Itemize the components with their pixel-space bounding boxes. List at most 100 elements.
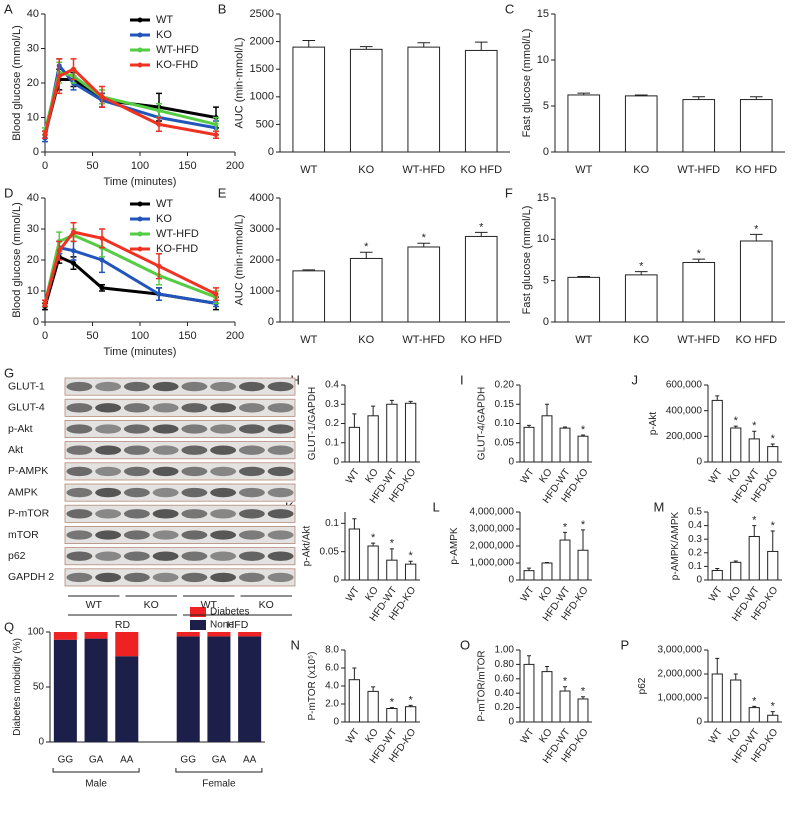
y-tick-label: 0 xyxy=(333,457,339,468)
blot-band xyxy=(66,381,93,392)
x-tick-label: WT xyxy=(344,467,362,486)
error-bar xyxy=(389,399,394,405)
blot-band xyxy=(181,551,208,561)
bar xyxy=(559,690,571,723)
blot-band xyxy=(210,487,237,498)
bar-segment xyxy=(207,636,231,742)
x-tick-label: KO xyxy=(358,334,374,346)
bar-segment xyxy=(84,638,108,742)
x-tick-label: GG xyxy=(58,755,74,766)
legend-marker xyxy=(137,231,143,237)
blot-band xyxy=(238,381,265,392)
bar xyxy=(349,257,383,323)
blot-row-label: p62 xyxy=(8,550,26,562)
error-bar xyxy=(527,424,531,428)
legend-marker xyxy=(137,32,143,38)
blot-band xyxy=(210,551,237,561)
point xyxy=(56,73,62,79)
error-bar xyxy=(715,395,720,401)
significance-mark: * xyxy=(752,695,757,707)
bar xyxy=(367,690,379,723)
error-bar xyxy=(389,548,394,561)
y-tick-label: 500 xyxy=(256,118,274,130)
y-tick-label: 0.60 xyxy=(495,673,515,684)
bar xyxy=(367,545,379,581)
bar xyxy=(711,569,723,581)
blot-band xyxy=(152,551,179,561)
bar xyxy=(559,539,571,581)
error-bar xyxy=(474,41,488,51)
error-bar xyxy=(770,711,775,716)
bar xyxy=(711,399,723,463)
panel-label: O xyxy=(460,637,470,652)
panel-label: Q xyxy=(4,619,14,634)
y-axis-label: P-mTOR (x10⁵) xyxy=(307,652,318,721)
y-tick-label: 2,000,000 xyxy=(658,669,703,680)
bar xyxy=(748,438,760,463)
y-tick-label: 0.10 xyxy=(495,418,515,429)
y-tick-label: 5 xyxy=(543,100,549,112)
blot-band xyxy=(238,572,265,583)
y-tick-label: 4,000,000 xyxy=(470,507,515,518)
blot-band xyxy=(181,530,208,540)
blot-band xyxy=(238,424,265,434)
blot-band xyxy=(210,424,237,434)
error-bar xyxy=(581,696,585,699)
x-tick-label: WT xyxy=(519,585,537,604)
y-tick-label: 15 xyxy=(537,192,549,204)
bar xyxy=(577,549,589,581)
bar xyxy=(348,679,361,723)
bar xyxy=(730,679,742,723)
significance-mark: * xyxy=(752,515,757,527)
error-bar xyxy=(749,233,763,241)
error-bar xyxy=(563,426,567,429)
bar xyxy=(624,95,658,153)
error-bar xyxy=(352,413,357,428)
error-bar xyxy=(371,542,376,546)
bar xyxy=(367,415,379,463)
legend-marker xyxy=(137,17,143,23)
legend-marker xyxy=(137,201,143,207)
blot-band xyxy=(181,466,208,477)
blot-band xyxy=(152,487,179,498)
blot-band xyxy=(210,530,237,540)
bar xyxy=(577,698,589,723)
error-bar xyxy=(752,525,757,537)
x-axis-label: Time (minutes) xyxy=(104,346,177,358)
error-bar xyxy=(577,92,591,95)
error-bar xyxy=(408,704,413,707)
y-axis-label: p62 xyxy=(637,677,648,694)
series-line xyxy=(43,245,217,305)
x-tick-label: WT xyxy=(575,334,592,346)
bar xyxy=(523,426,535,463)
blot-row-label: p-Akt xyxy=(8,423,33,435)
y-axis-label: Blood glucose (mmol/L) xyxy=(11,25,23,141)
series-line xyxy=(43,67,217,137)
blot-band xyxy=(210,403,237,413)
blot-band xyxy=(66,424,93,434)
legend-label: WT xyxy=(156,198,173,210)
y-tick-label: 0 xyxy=(33,316,39,328)
blot-band xyxy=(152,445,179,455)
error-bar xyxy=(715,657,720,674)
error-bar xyxy=(715,567,720,571)
point xyxy=(99,94,105,100)
bar xyxy=(404,402,417,463)
x-tick-label: WT xyxy=(707,585,725,604)
blot-band xyxy=(267,551,294,561)
legend-swatch xyxy=(190,620,206,630)
group-label: Male xyxy=(85,779,107,790)
y-tick-label: 0.1 xyxy=(688,561,702,572)
blot-band xyxy=(210,572,237,583)
y-tick-label: 0.5 xyxy=(688,507,702,518)
bar-segment xyxy=(238,632,262,637)
y-tick-label: 0.3 xyxy=(688,534,702,545)
y-tick-label: 1.00 xyxy=(495,645,515,656)
panel-label: I xyxy=(460,372,464,387)
significance-mark: * xyxy=(371,532,376,544)
blot-row-label: GLUT-4 xyxy=(8,402,45,414)
bar xyxy=(464,49,498,153)
significance-mark: * xyxy=(408,694,413,706)
y-tick-label: 5 xyxy=(543,275,549,287)
blot-band xyxy=(123,466,150,477)
